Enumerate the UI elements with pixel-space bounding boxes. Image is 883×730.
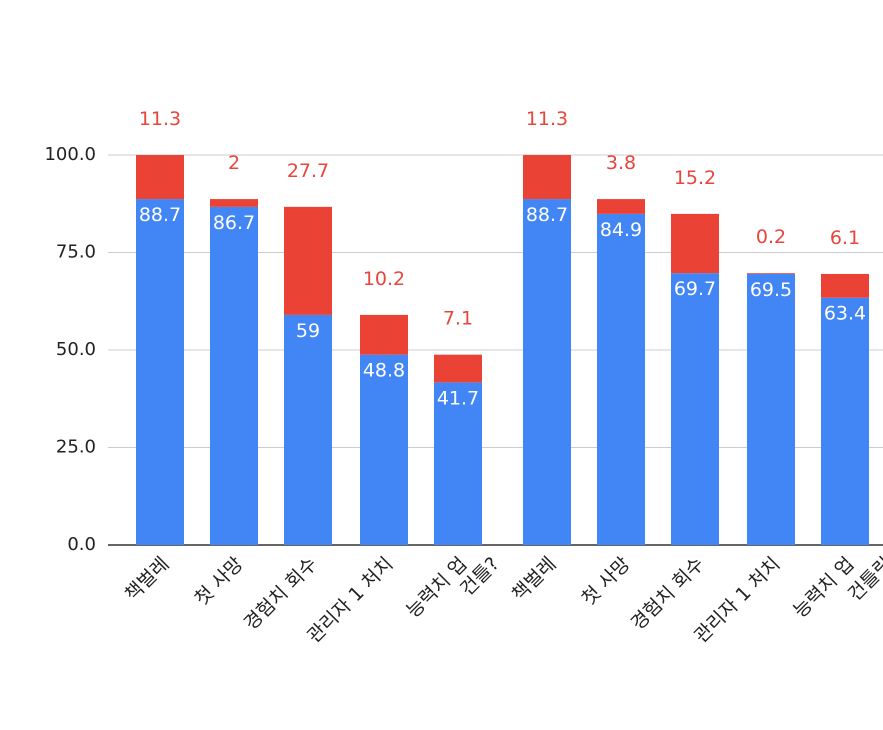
- bar-segment: [210, 206, 258, 545]
- bar-segment: [597, 199, 645, 214]
- x-tick-label: 경험치 회수: [240, 553, 322, 635]
- bar-segment: [821, 297, 869, 545]
- data-label: 0.2: [756, 226, 786, 248]
- data-label: 27.7: [287, 160, 329, 182]
- bar-segment: [284, 206, 332, 315]
- x-tick-label: 책벌레: [508, 553, 561, 606]
- data-label: 15.2: [674, 167, 716, 189]
- bar-segment: [136, 199, 184, 545]
- data-label: 63.4: [824, 303, 866, 325]
- x-tick-label: 첫 사망: [578, 553, 635, 610]
- data-label: 69.7: [674, 278, 716, 300]
- y-tick-label: 0.0: [67, 534, 96, 555]
- data-label: 69.5: [750, 279, 792, 301]
- data-label: 6.1: [830, 227, 860, 249]
- bar-segment: [434, 382, 482, 545]
- bar-segment: [523, 155, 571, 200]
- bar-segment: [671, 213, 719, 274]
- data-label: 86.7: [213, 212, 255, 234]
- data-label: 3.8: [606, 152, 636, 174]
- bar-segment: [136, 155, 184, 200]
- data-label: 48.8: [363, 360, 405, 382]
- data-label: 88.7: [139, 204, 181, 226]
- bar-segment: [523, 199, 571, 545]
- bar-segment: [360, 354, 408, 545]
- data-label: 11.3: [526, 108, 568, 130]
- x-tick-label: 첫 사망: [191, 553, 248, 610]
- data-label: 11.3: [139, 108, 181, 130]
- data-label: 7.1: [443, 308, 473, 330]
- bar-segment: [210, 199, 258, 207]
- y-tick-label: 100.0: [44, 144, 96, 165]
- data-label: 59: [296, 320, 320, 342]
- y-tick-label: 50.0: [56, 339, 96, 360]
- data-label: 88.7: [526, 204, 568, 226]
- bar-segment: [671, 273, 719, 545]
- bar-segment: [434, 354, 482, 383]
- x-tick-label: 책벌레: [121, 553, 174, 606]
- data-label: 2: [228, 152, 240, 174]
- data-label: 41.7: [437, 387, 479, 409]
- x-tick-label: 경험치 회수: [627, 553, 709, 635]
- bar-segment: [747, 273, 795, 545]
- data-label: 84.9: [600, 219, 642, 241]
- y-tick-label: 25.0: [56, 437, 96, 458]
- bar-segment: [747, 273, 795, 274]
- data-label: 10.2: [363, 268, 405, 290]
- x-annotation: 건틀?: [456, 553, 503, 600]
- bar-segment: [360, 314, 408, 355]
- bar-segment: [597, 213, 645, 545]
- bar-segment: [821, 273, 869, 298]
- bar-segment: [284, 314, 332, 545]
- y-tick-label: 75.0: [56, 242, 96, 263]
